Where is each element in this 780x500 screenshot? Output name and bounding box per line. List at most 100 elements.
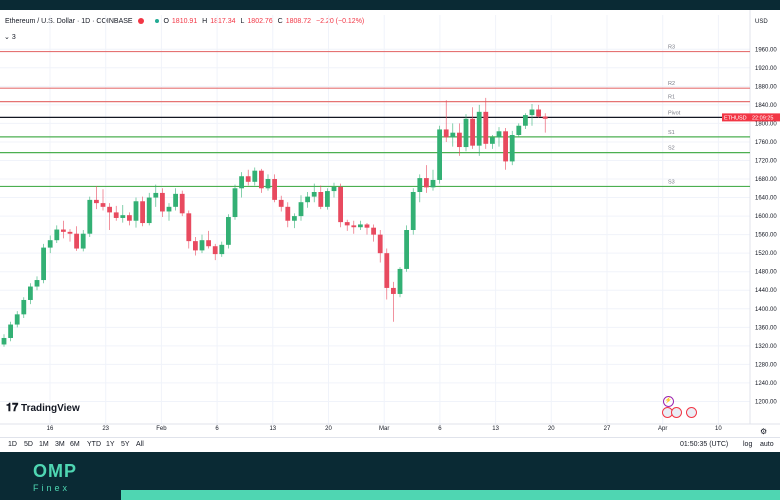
candle-body	[536, 109, 541, 117]
high-label: H	[202, 18, 208, 25]
timeframe-5d[interactable]: 5D	[24, 441, 33, 448]
candle-body	[245, 176, 251, 182]
candle-body	[127, 215, 132, 221]
candle-body	[358, 224, 363, 228]
candle-body	[21, 299, 27, 315]
candle-body	[186, 213, 192, 242]
candle-body	[206, 240, 211, 247]
timeframe-1m[interactable]: 1M	[39, 441, 49, 448]
x-tick-label: Apr	[658, 426, 667, 432]
candle-body	[318, 192, 324, 207]
candle-body	[344, 222, 350, 226]
timeframe-1d[interactable]: 1D	[8, 441, 17, 448]
candle-body	[417, 178, 423, 192]
candle-body	[212, 246, 218, 255]
y-tick-label: 1600.00	[755, 214, 777, 220]
candle-body	[120, 215, 126, 218]
timeframe-all[interactable]: All	[136, 441, 144, 448]
flag-event-icon[interactable]	[686, 407, 697, 418]
y-tick-label: 1360.00	[755, 325, 777, 331]
timeframe-1y[interactable]: 1Y	[106, 441, 115, 448]
candle-body	[529, 109, 535, 116]
candle-body	[404, 230, 409, 269]
y-tick-label: 1640.00	[755, 196, 777, 202]
candle-body	[160, 192, 165, 212]
candle-body	[476, 111, 482, 146]
y-tick-label: 1680.00	[755, 177, 777, 183]
low-label: L	[240, 18, 245, 25]
candle-body	[232, 188, 238, 218]
flag-event-icon[interactable]	[671, 407, 682, 418]
utc-clock[interactable]: 01:50:35 (UTC)	[680, 441, 729, 448]
candle-body	[457, 132, 462, 148]
x-tick-label: 20	[325, 426, 332, 432]
x-tick-label: 13	[492, 426, 499, 432]
candle-body	[87, 199, 93, 234]
x-tick-label: 6	[438, 426, 442, 432]
candle-body	[470, 118, 475, 146]
top-bar	[0, 0, 780, 10]
candle-body	[298, 202, 304, 217]
change-value: −2.20 (−0.12%)	[316, 18, 365, 25]
indicators-toggle[interactable]: ⌄ 3	[4, 33, 16, 41]
price-chart[interactable]: 16 23 Feb 6 13 20 Mar 6 13 20 27 Apr 10 1200.00 1240.0…	[0, 10, 780, 437]
level-label: S2	[668, 146, 675, 152]
auto-scale-toggle[interactable]: auto	[760, 441, 774, 448]
brand-subname: Finex	[33, 483, 71, 493]
timeframe-5y[interactable]: 5Y	[121, 441, 130, 448]
chevron-down-icon: ⌄	[4, 34, 10, 41]
log-scale-toggle[interactable]: log	[743, 441, 753, 448]
y-tick-label: 1240.00	[755, 381, 777, 387]
candle-body	[483, 111, 489, 144]
candle-body	[397, 268, 403, 294]
footer-accent-bar	[121, 490, 780, 500]
candle-body	[265, 179, 271, 189]
currency-label: USD	[755, 19, 768, 25]
ohlc-values: O 1810.91 H 1817.34 L 1802.76 C 1808.72 −2.2…	[163, 18, 367, 25]
candle-body	[305, 196, 310, 203]
y-tick-label: 1920.00	[755, 66, 777, 72]
x-tick-label: 23	[102, 426, 109, 432]
y-tick-label: 1840.00	[755, 103, 777, 109]
candle-body	[107, 206, 112, 213]
x-tick-label: 16	[47, 426, 54, 432]
candle-body	[67, 231, 73, 234]
level-label: R1	[668, 95, 675, 101]
candle-body	[450, 132, 456, 138]
candle-body	[377, 234, 383, 254]
candle-body	[523, 115, 528, 126]
candle-body	[351, 225, 357, 228]
level-label: Pivot	[668, 110, 681, 116]
candle-body	[28, 286, 33, 300]
candle-body	[463, 118, 469, 148]
price-tag	[750, 113, 780, 122]
split-event-icon[interactable]: ⚡	[663, 396, 674, 407]
x-tick-label: 13	[269, 426, 276, 432]
candle-body	[219, 244, 225, 255]
tradingview-logo: 𝟏𝟕 TradingView	[6, 402, 80, 415]
y-tick-label: 1560.00	[755, 233, 777, 239]
candle-body	[74, 233, 79, 249]
candle-body	[325, 191, 330, 207]
candle-body	[166, 206, 172, 212]
candle-body	[311, 192, 317, 197]
candle-body	[384, 253, 390, 288]
candle-body	[509, 135, 515, 162]
y-tick-label: 1720.00	[755, 158, 777, 164]
x-tick-label: 27	[604, 426, 611, 432]
candle-body	[8, 324, 13, 338]
timeframe-6m[interactable]: 6M	[70, 441, 80, 448]
symbol-title[interactable]: Ethereum / U.S. Dollar · 1D · COINBASE	[5, 18, 133, 25]
candle-body	[391, 287, 396, 294]
candle-body	[503, 131, 508, 162]
candle-body	[364, 224, 370, 228]
candle-body	[41, 247, 46, 281]
symbol-tag	[722, 113, 750, 122]
candle-body	[259, 170, 264, 189]
close-label: C	[277, 18, 283, 25]
y-tick-label: 1200.00	[755, 399, 777, 405]
candle-body	[173, 193, 178, 207]
candle-body	[146, 197, 152, 224]
timeframe-ytd[interactable]: YTD	[87, 441, 101, 448]
timeframe-3m[interactable]: 3M	[55, 441, 65, 448]
